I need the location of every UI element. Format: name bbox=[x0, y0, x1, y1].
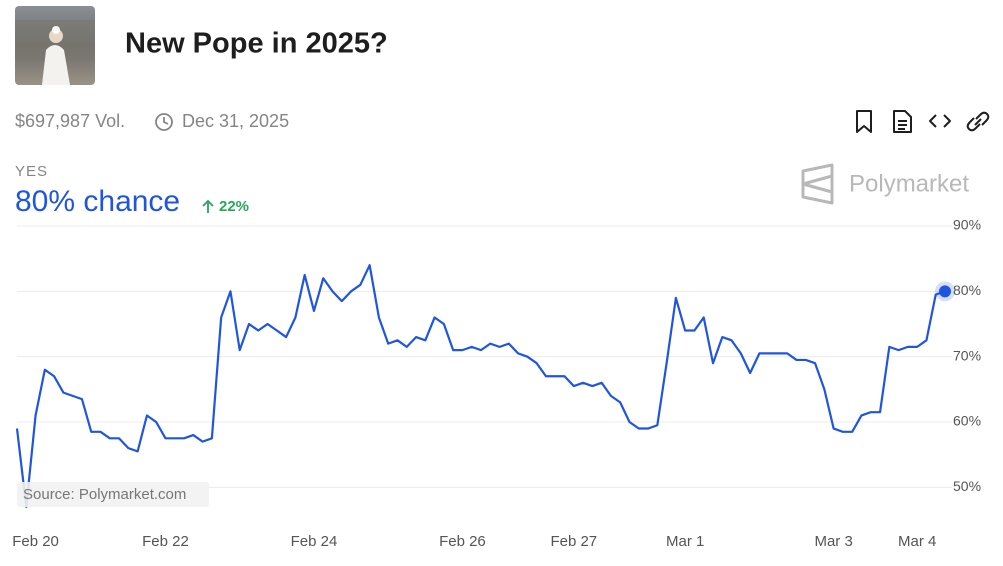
x-tick-label: Feb 27 bbox=[550, 533, 597, 550]
change: 22% bbox=[219, 198, 249, 215]
market-image bbox=[15, 6, 95, 85]
chance: 80% chance bbox=[15, 185, 180, 218]
volume: $697,987 Vol. bbox=[15, 111, 125, 131]
source: Source: Polymarket.com bbox=[23, 486, 186, 503]
brand-logo bbox=[801, 163, 834, 205]
x-tick-label: Feb 20 bbox=[12, 533, 59, 550]
x-tick-label: Feb 22 bbox=[142, 533, 189, 550]
last-point bbox=[939, 285, 951, 298]
clock-icon bbox=[155, 113, 173, 131]
up-arrow bbox=[202, 199, 214, 213]
y-tick-label: 50% bbox=[953, 478, 981, 494]
y-tick-label: 90% bbox=[953, 217, 981, 233]
link-button[interactable] bbox=[966, 111, 990, 132]
y-tick-label: 70% bbox=[953, 347, 981, 363]
x-tick-label: Mar 4 bbox=[898, 533, 936, 550]
end-date: Dec 31, 2025 bbox=[182, 111, 289, 131]
y-tick-label: 80% bbox=[953, 282, 981, 298]
price-line bbox=[15, 264, 946, 509]
market-title: New Pope in 2025? bbox=[125, 28, 388, 60]
x-tick-label: Mar 1 bbox=[666, 533, 704, 550]
outcome-label: YES bbox=[15, 163, 48, 180]
document-button[interactable] bbox=[893, 110, 912, 133]
source-box bbox=[17, 482, 209, 507]
y-tick-label: 60% bbox=[953, 413, 981, 429]
plot: 50% 60% 70% 80% 90% Feb 20 Feb 22 Feb 24 Feb 26 F… bbox=[12, 217, 981, 550]
brand: Polymarket bbox=[849, 170, 969, 197]
x-tick-label: Feb 24 bbox=[291, 533, 338, 550]
embed-button[interactable] bbox=[929, 114, 951, 128]
bookmark-button[interactable] bbox=[856, 110, 872, 133]
x-tick-label: Mar 3 bbox=[814, 533, 852, 550]
x-tick-label: Feb 26 bbox=[439, 533, 486, 550]
